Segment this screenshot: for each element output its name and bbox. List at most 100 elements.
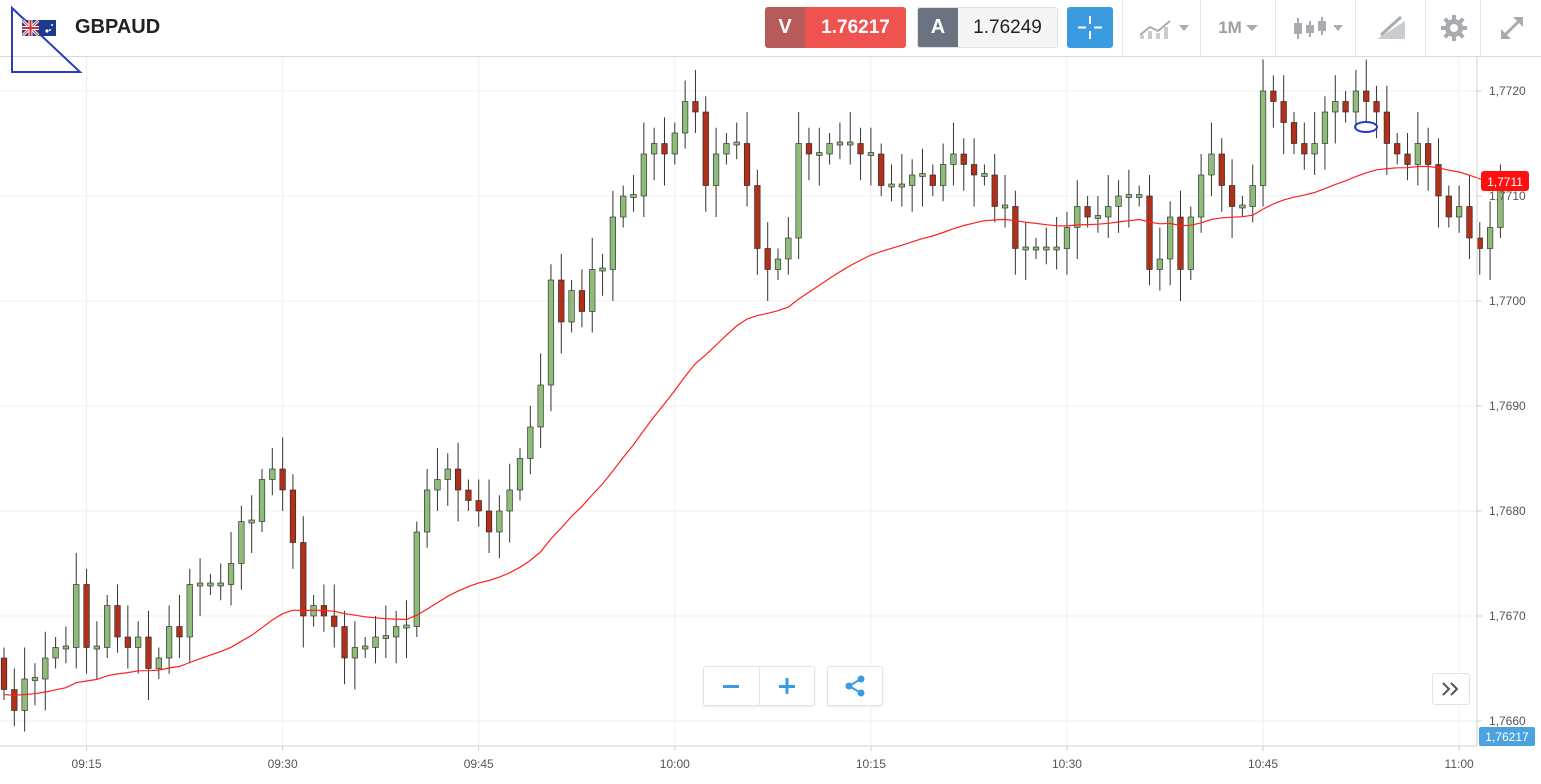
candle-body — [496, 510, 503, 533]
candle — [857, 127, 864, 181]
candle — [196, 558, 204, 616]
candle-body — [991, 174, 998, 207]
candle — [11, 668, 18, 727]
candle-body — [166, 626, 173, 659]
candle-body — [104, 605, 111, 648]
candle — [166, 605, 173, 674]
candle-body — [1301, 143, 1308, 155]
candle-body — [1187, 216, 1194, 270]
candle — [991, 154, 998, 223]
drawing-tools-button[interactable] — [1355, 0, 1426, 56]
buy-button[interactable]: A 1.76249 — [917, 7, 1058, 48]
chart-grid — [0, 57, 1477, 746]
candle — [258, 469, 266, 532]
candle-body — [279, 468, 286, 491]
candle — [248, 495, 255, 553]
timeframe-button[interactable]: 1M — [1200, 0, 1276, 56]
candle-body — [62, 645, 70, 650]
share-icon — [845, 675, 865, 697]
candle — [1074, 180, 1081, 259]
zoom-out-button[interactable] — [704, 667, 760, 705]
chart-type-button[interactable] — [1122, 0, 1201, 56]
candle — [269, 448, 276, 496]
candle — [527, 406, 534, 475]
candle-body — [248, 519, 255, 524]
candle — [785, 217, 792, 275]
crosshair-button[interactable] — [1067, 7, 1113, 48]
candle-body — [1228, 185, 1236, 207]
candle — [351, 621, 358, 690]
candle — [795, 112, 802, 259]
candle-body — [424, 489, 431, 533]
price-chart[interactable]: 1,7720 1,7710 1,7700 1,7690 1,7680 1,7670 1,76… — [0, 57, 1541, 784]
candle-body — [1445, 195, 1452, 218]
candle-body — [1342, 101, 1349, 113]
candle — [589, 238, 596, 333]
candle — [568, 280, 575, 333]
candle-body — [1290, 122, 1298, 144]
share-button[interactable] — [827, 666, 883, 706]
candle-body — [1363, 90, 1370, 102]
candle-body — [909, 174, 916, 186]
x-tick-label: 10:15 — [856, 757, 886, 771]
candle-body — [83, 584, 90, 648]
fullscreen-icon — [1500, 17, 1523, 39]
candle — [516, 448, 524, 501]
candle — [1001, 175, 1009, 228]
candle-body — [93, 645, 100, 650]
candle — [816, 127, 823, 186]
candle-body — [558, 279, 565, 323]
candle — [1167, 201, 1174, 286]
candle-body — [888, 183, 895, 188]
toolbar: GBPAUD V 1.76217 A 1.76249 1M — [0, 0, 1541, 73]
scroll-to-latest-button[interactable] — [1432, 673, 1470, 705]
ma-price-tag: 1,7711 — [1481, 171, 1529, 191]
x-tick-label: 10:45 — [1248, 757, 1278, 771]
candle-body — [351, 647, 358, 659]
candle — [578, 269, 586, 328]
candle-body — [258, 479, 266, 522]
candle — [764, 222, 771, 301]
candle — [1394, 133, 1401, 165]
candle-body — [155, 657, 162, 669]
zoom-in-button[interactable] — [760, 667, 815, 705]
candle — [1301, 122, 1308, 170]
sell-button[interactable]: V 1.76217 — [765, 7, 906, 48]
time-axis: 09:15 09:30 09:45 10:00 10:15 10:30 10:45 11:00… — [0, 745, 1477, 771]
zoom-controls — [703, 666, 815, 706]
candle-body — [403, 624, 410, 629]
x-tick-label: 09:15 — [72, 757, 102, 771]
candle — [754, 169, 761, 275]
candle — [52, 637, 59, 669]
candle-body — [578, 290, 586, 312]
settings-button[interactable] — [1425, 0, 1481, 56]
candle — [1239, 196, 1246, 217]
candle-body — [743, 143, 751, 186]
candle — [124, 605, 131, 669]
candle-body — [1332, 101, 1339, 113]
candle — [362, 637, 369, 658]
candle-body — [1063, 227, 1071, 249]
candle — [547, 264, 555, 412]
candle-body — [341, 626, 348, 659]
candle-body — [630, 194, 637, 198]
candle — [805, 127, 813, 181]
y-tick-label: 1,7700 — [1489, 294, 1526, 308]
candle — [320, 584, 328, 632]
candle-body — [1383, 111, 1390, 144]
timeframe-label: 1M — [1218, 18, 1242, 37]
double-chevron-right-icon — [1442, 682, 1459, 696]
current-price-label: 1,76217 — [1485, 730, 1529, 744]
candle-body — [31, 677, 39, 681]
candle-body — [661, 143, 668, 155]
candle — [1414, 112, 1421, 186]
fullscreen-button[interactable] — [1480, 0, 1541, 56]
symbol-title: GBPAUD — [75, 16, 161, 38]
candle — [1342, 91, 1349, 123]
y-tick-label: 1,7690 — [1489, 399, 1526, 413]
candle-body — [898, 183, 905, 188]
candle-body — [207, 582, 214, 587]
candle-body — [217, 582, 224, 587]
candle — [1456, 185, 1463, 233]
candle-style-button[interactable] — [1275, 0, 1356, 56]
